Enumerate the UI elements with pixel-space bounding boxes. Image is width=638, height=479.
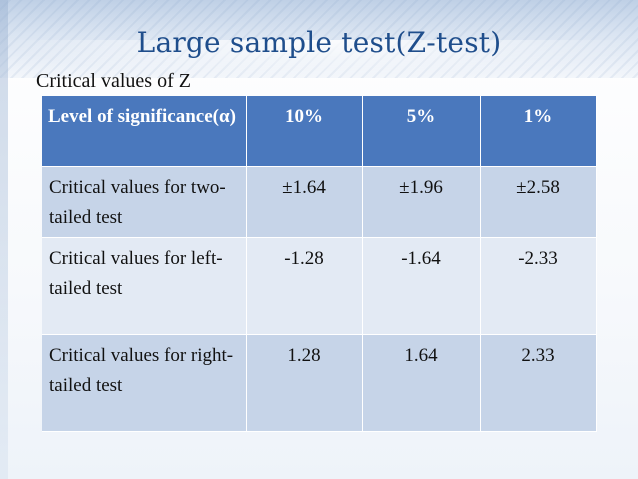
cell-value: 1.64 <box>362 334 481 432</box>
cell-value: ±1.96 <box>362 166 481 238</box>
cell-value: ±1.64 <box>246 166 363 238</box>
cell-value: 2.33 <box>480 334 597 432</box>
header-col-1: 1% <box>480 96 597 167</box>
cell-value: -1.28 <box>246 237 363 335</box>
table-row-left-tailed: Critical values for left-tailed test -1.… <box>42 237 597 335</box>
table-header-row: Level of significance(α) 10% 5% 1% <box>42 96 597 167</box>
cell-value: -1.64 <box>362 237 481 335</box>
row-label: Critical values for right-tailed test <box>42 334 247 432</box>
cell-value: ±2.58 <box>480 166 597 238</box>
critical-values-table: Level of significance(α) 10% 5% 1% Criti… <box>42 96 597 432</box>
cell-value: -2.33 <box>480 237 597 335</box>
cell-value: 1.28 <box>246 334 363 432</box>
header-col-10: 10% <box>246 96 363 167</box>
table-row-right-tailed: Critical values for right-tailed test 1.… <box>42 334 597 432</box>
slide-title: Large sample test(Z-test) <box>136 26 502 59</box>
header-swoosh <box>0 40 638 80</box>
header-significance-label: Level of significance(α) <box>42 96 247 167</box>
left-rule <box>0 0 8 479</box>
header-col-5: 5% <box>362 96 481 167</box>
row-label: Critical values for two-tailed test <box>42 166 247 238</box>
table-row-two-tailed: Critical values for two-tailed test ±1.6… <box>42 166 597 238</box>
row-label: Critical values for left-tailed test <box>42 237 247 335</box>
slide-subtitle: Critical values of Z <box>36 70 191 92</box>
critical-values-table-wrap: Level of significance(α) 10% 5% 1% Criti… <box>42 96 597 432</box>
